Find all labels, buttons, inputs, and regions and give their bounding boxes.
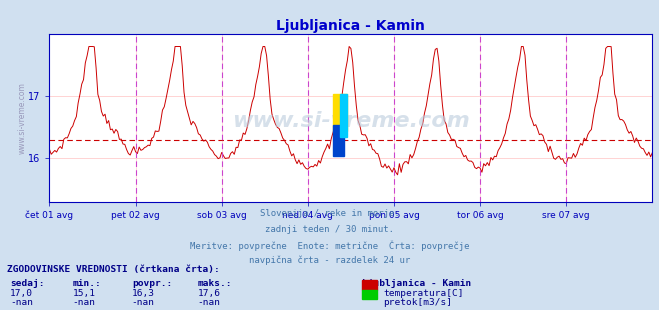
Text: povpr.:: povpr.: [132, 279, 172, 288]
Text: navpična črta - razdelek 24 ur: navpična črta - razdelek 24 ur [249, 256, 410, 265]
Text: -nan: -nan [10, 298, 33, 307]
Text: 17,0: 17,0 [10, 289, 33, 298]
Text: -nan: -nan [132, 298, 155, 307]
Text: 15,1: 15,1 [72, 289, 96, 298]
Text: maks.:: maks.: [198, 279, 232, 288]
Text: temperatura[C]: temperatura[C] [384, 289, 464, 298]
Text: -nan: -nan [72, 298, 96, 307]
Text: 16,3: 16,3 [132, 289, 155, 298]
Bar [333, 125, 343, 156]
Text: -nan: -nan [198, 298, 221, 307]
Title: Ljubljanica - Kamin: Ljubljanica - Kamin [277, 19, 425, 33]
Y-axis label: www.si-vreme.com: www.si-vreme.com [18, 82, 26, 154]
Text: min.:: min.: [72, 279, 101, 288]
Bar [340, 94, 347, 137]
Text: Slovenija / reke in morje.: Slovenija / reke in morje. [260, 209, 399, 218]
Text: Meritve: povprečne  Enote: metrične  Črta: povprečje: Meritve: povprečne Enote: metrične Črta:… [190, 240, 469, 251]
Text: www.si-vreme.com: www.si-vreme.com [232, 111, 470, 131]
Text: pretok[m3/s]: pretok[m3/s] [384, 298, 453, 307]
Text: Ljubljanica - Kamin: Ljubljanica - Kamin [362, 279, 472, 288]
Text: ZGODOVINSKE VREDNOSTI (črtkana črta):: ZGODOVINSKE VREDNOSTI (črtkana črta): [7, 265, 219, 274]
Bar [333, 94, 347, 131]
Text: 17,6: 17,6 [198, 289, 221, 298]
Text: zadnji teden / 30 minut.: zadnji teden / 30 minut. [265, 225, 394, 234]
Text: sedaj:: sedaj: [10, 279, 44, 288]
